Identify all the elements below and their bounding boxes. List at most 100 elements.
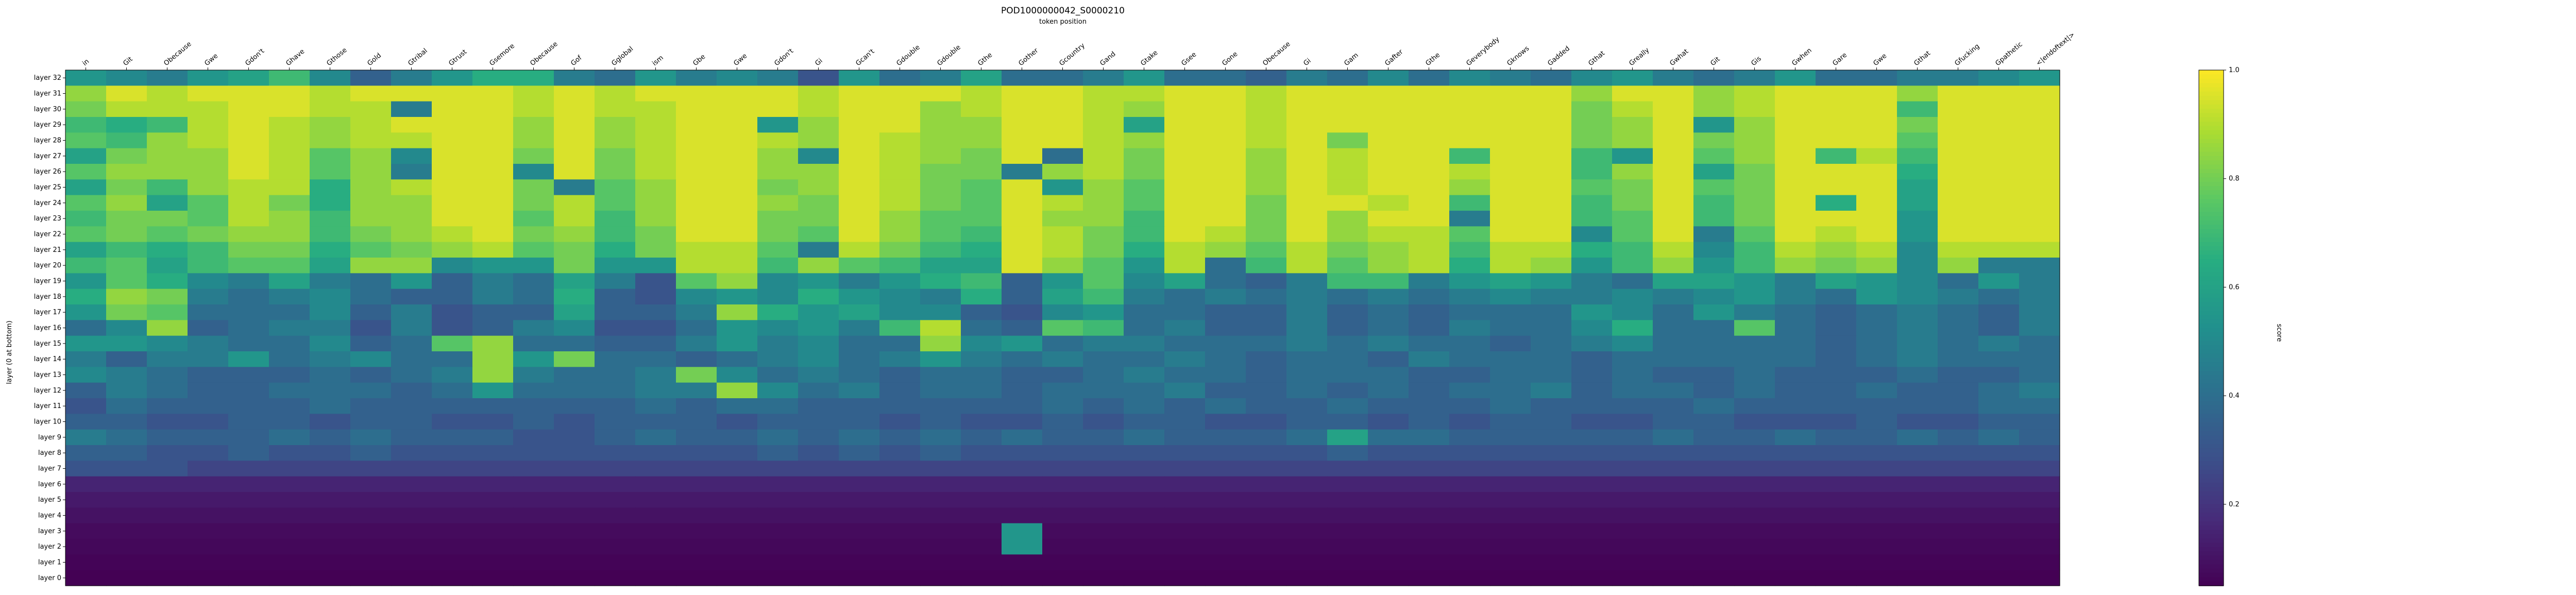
heatmap-cell (717, 117, 758, 133)
heatmap-cell (1368, 70, 1409, 86)
heatmap-cell (676, 195, 717, 211)
heatmap-cell (472, 211, 514, 227)
heatmap-cell (1571, 367, 1613, 383)
y-tick-label: layer 32 (34, 74, 61, 82)
heatmap-cell (1327, 164, 1368, 180)
heatmap-cell (1653, 242, 1694, 258)
heatmap-cell (961, 304, 1002, 320)
heatmap-cell (1042, 320, 1083, 336)
heatmap-cell (1205, 195, 1246, 211)
heatmap-cell (839, 523, 880, 539)
x-tick-label: Gwhen (1790, 47, 1813, 68)
heatmap-cell (1164, 382, 1206, 399)
heatmap-cell (1653, 335, 1694, 352)
heatmap-cell (1734, 211, 1775, 227)
heatmap-cell (310, 335, 351, 352)
heatmap-cell (1531, 429, 1572, 446)
heatmap-cell (1816, 523, 1857, 539)
heatmap-cell (106, 570, 147, 586)
heatmap-cell (1124, 242, 1165, 258)
heatmap-cell (1571, 445, 1613, 461)
heatmap-cell (106, 164, 147, 180)
heatmap-cell (1531, 304, 1572, 320)
heatmap-cell (310, 398, 351, 414)
heatmap-cell (839, 179, 880, 196)
y-tick-label: layer 31 (34, 90, 61, 98)
colorbar-segment (2199, 401, 2224, 406)
heatmap-cell (1612, 211, 1653, 227)
heatmap-cell (1978, 70, 2020, 86)
heatmap-cell (1816, 320, 1857, 336)
heatmap-cell (1978, 304, 2020, 320)
heatmap-cell (188, 211, 229, 227)
heatmap-cell (472, 570, 514, 586)
heatmap-cell (1449, 492, 1490, 508)
heatmap-cell (1246, 117, 1287, 133)
heatmap-cell (65, 461, 107, 477)
heatmap-cell (757, 335, 799, 352)
heatmap-cell (595, 242, 636, 258)
heatmap-cell (228, 304, 269, 320)
heatmap-cell (1938, 429, 1979, 446)
heatmap-cell (1571, 148, 1613, 164)
heatmap-cell (635, 382, 676, 399)
heatmap-cell (1246, 320, 1287, 336)
colorbar-segment (2199, 547, 2224, 552)
heatmap-cell (1612, 414, 1653, 430)
heatmap-cell (554, 304, 595, 320)
heatmap-cell (1856, 164, 1897, 180)
heatmap-cell (1164, 554, 1206, 571)
heatmap-cell (310, 539, 351, 555)
heatmap-cell (2019, 335, 2060, 352)
heatmap-cell (1571, 117, 1613, 133)
heatmap-cell (1124, 258, 1165, 274)
heatmap-cell (1612, 101, 1653, 117)
heatmap-cell (676, 523, 717, 539)
heatmap-cell (798, 335, 839, 352)
heatmap-cell (1693, 414, 1735, 430)
colorbar-segment (2199, 405, 2224, 410)
heatmap-cell (635, 414, 676, 430)
heatmap-cell (65, 492, 107, 508)
heatmap-cell (920, 539, 961, 555)
heatmap-cell (1246, 258, 1287, 274)
colorbar-segment (2199, 242, 2224, 247)
x-tick-label: Gdon't (244, 47, 266, 67)
heatmap-cell (2019, 164, 2060, 180)
heatmap-cell (391, 476, 432, 492)
heatmap-cell (1449, 414, 1490, 430)
heatmap-cell (1124, 117, 1165, 133)
heatmap-cell (1286, 70, 1328, 86)
heatmap-cell (1042, 273, 1083, 290)
heatmap-cell (1002, 258, 1043, 274)
heatmap-cell (65, 273, 107, 290)
heatmap-cell (310, 148, 351, 164)
heatmap-cell (310, 195, 351, 211)
colorbar-segment (2199, 203, 2224, 208)
heatmap-cell (1246, 523, 1287, 539)
heatmap-cell (676, 179, 717, 196)
heatmap-cell (147, 273, 188, 290)
heatmap-cell (1164, 351, 1206, 367)
heatmap-cell (1571, 211, 1613, 227)
heatmap-cell (350, 179, 392, 196)
heatmap-cell (1164, 273, 1206, 290)
heatmap-cell (1897, 211, 1938, 227)
heatmap-cell (2019, 382, 2060, 399)
heatmap-cell (798, 86, 839, 102)
heatmap-cell (472, 132, 514, 149)
colorbar-segment (2199, 280, 2224, 285)
heatmap-cell (1368, 86, 1409, 102)
y-tick-label: layer 11 (34, 402, 61, 410)
colorbar-segment (2199, 427, 2224, 432)
colorbar-segment (2199, 156, 2224, 161)
heatmap-cell (432, 258, 473, 274)
heatmap-cell (147, 242, 188, 258)
heatmap-cell (879, 195, 921, 211)
heatmap-cell (1978, 367, 2020, 383)
colorbar-segment (2199, 551, 2224, 556)
heatmap-cell (1002, 132, 1043, 149)
heatmap-cell (1612, 429, 1653, 446)
heatmap-cell (1734, 445, 1775, 461)
heatmap-cell (798, 461, 839, 477)
